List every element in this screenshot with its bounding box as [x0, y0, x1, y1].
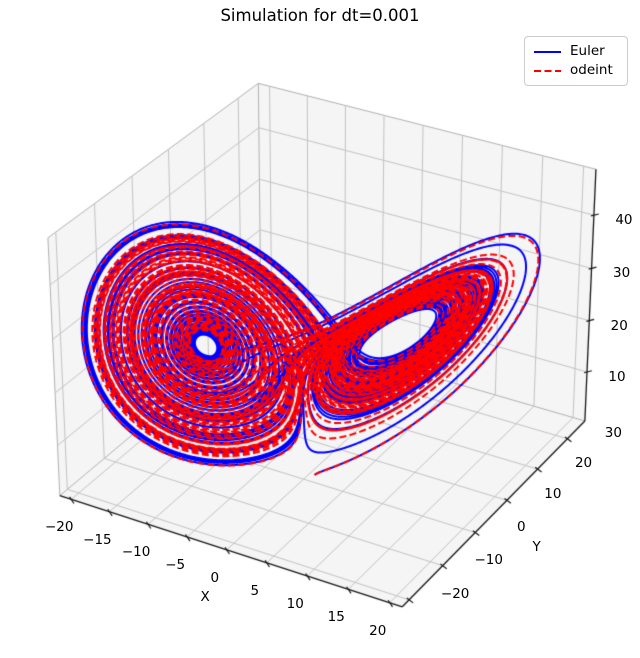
legend-label-odeint: odeint — [570, 61, 613, 78]
z-tick-label: 10 — [608, 368, 626, 385]
legend-item-euler: Euler — [534, 42, 619, 61]
x-tick-label: 20 — [369, 622, 387, 639]
y-tick-label: 10 — [544, 486, 562, 503]
y-tick-label: 20 — [574, 455, 593, 472]
x-tick-label: −10 — [121, 544, 151, 561]
z-tick-label: 30 — [612, 265, 631, 282]
plot-title: Simulation for dt=0.001 — [220, 6, 420, 25]
x-tick-label: 5 — [250, 582, 260, 599]
z-tick-label: 40 — [615, 212, 633, 229]
x-axis-label: X — [200, 589, 210, 606]
legend: Euler odeint — [524, 36, 628, 86]
odeint-line-sample-icon — [534, 69, 561, 72]
x-tick-label: 10 — [286, 595, 304, 612]
x-tick-label: 0 — [210, 569, 220, 586]
x-tick-label: −20 — [44, 519, 74, 536]
legend-label-euler: Euler — [570, 42, 605, 59]
y-tick-label: −10 — [474, 551, 503, 568]
y-tick-label: 30 — [604, 424, 622, 441]
legend-item-odeint: odeint — [534, 61, 619, 80]
y-tick-label: 0 — [516, 518, 526, 535]
euler-line-sample-icon — [534, 50, 561, 53]
z-tick-label: 20 — [610, 317, 628, 334]
y-axis-label: Y — [532, 538, 541, 555]
x-tick-label: 15 — [327, 609, 345, 626]
x-tick-label: −5 — [165, 556, 186, 573]
x-tick-label: −15 — [83, 531, 112, 548]
y-tick-label: −20 — [440, 585, 470, 602]
